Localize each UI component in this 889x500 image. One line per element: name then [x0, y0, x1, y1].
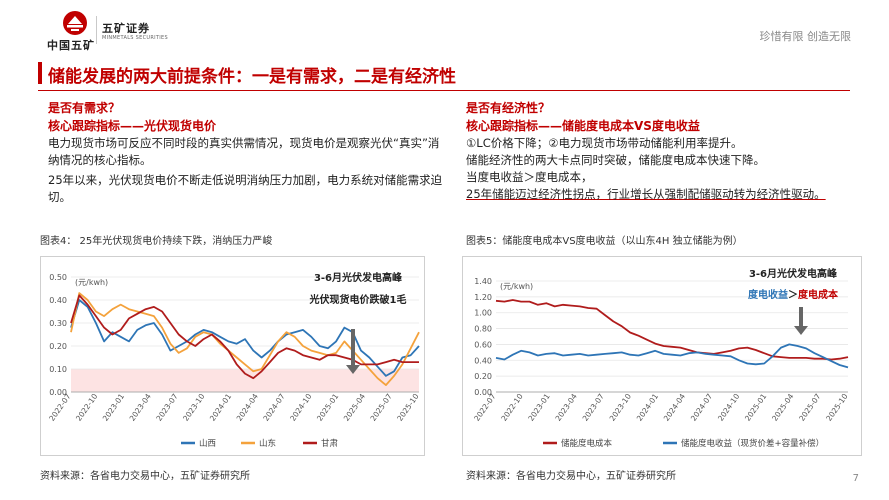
- left-indicator: 核心跟踪指标——光伏现货电价: [48, 119, 217, 133]
- title-accent-bar: [38, 62, 42, 84]
- left-paragraph-1: 电力现货市场可反应不同时段的真实供需情况，现货电价是观察光伏“真实”消纳情况的核…: [48, 136, 440, 167]
- x-tick-label: 2024-10: [288, 392, 313, 423]
- left-text-block: 是否有需求？ 核心跟踪指标——光伏现货电价 电力现货市场可反应不同时段的真实供需…: [48, 99, 448, 206]
- x-tick-label: 2025-04: [770, 392, 795, 423]
- annotation-peak: 3-6月光伏发电高峰: [749, 267, 838, 280]
- annotation-part: 度电成本: [798, 288, 839, 301]
- chart-4-frame: 0.00 0.10 0.20 0.30 0.40 0.50 (元/kwh) 2022-07 20…: [40, 256, 425, 456]
- x-tick-label: 2023-07: [581, 392, 606, 423]
- y-tick-label: 0.10: [49, 365, 67, 374]
- x-tick-label: 2024-04: [235, 392, 260, 423]
- x-tick-label: 2025-01: [315, 392, 340, 423]
- x-tick-label: 2023-10: [181, 392, 206, 423]
- series-line: [495, 343, 849, 369]
- unit-label: (元/kwh): [75, 278, 108, 287]
- y-tick-label: 0.00: [49, 388, 67, 397]
- x-tick-label: 2023-10: [608, 392, 633, 423]
- y-tick-label: 1.40: [474, 277, 492, 286]
- arrow-head: [346, 365, 360, 374]
- y-tick-label: 0.40: [49, 296, 67, 305]
- series-line: [70, 299, 420, 377]
- logo-text: 中国五矿: [47, 39, 95, 52]
- legend-label: 山东: [259, 438, 276, 449]
- brand-name-en: MINMETALS SECURITIES: [102, 35, 168, 41]
- legend-label: 储能度电成本: [561, 438, 613, 449]
- source-right: 资料来源：各省电力交易中心，五矿证券研究所: [466, 471, 676, 482]
- x-tick-label: 2024-01: [208, 392, 233, 423]
- right-line-4-highlight: 25年储能迈过经济性拐点，行业增长从强制配储驱动转为经济性驱动。: [466, 187, 826, 201]
- x-tick-label: 2025-01: [743, 392, 768, 423]
- minmetals-logo-icon: [63, 11, 87, 35]
- x-tick-label: 2023-07: [154, 392, 179, 423]
- x-tick-label: 2025-10: [824, 392, 849, 423]
- y-tick-label: 0.80: [474, 325, 492, 334]
- x-tick-label: 2025-04: [342, 392, 367, 423]
- x-tick-label: 2025-10: [395, 392, 420, 423]
- slide-header: 中国五矿 五矿证券 MINMETALS SECURITIES 珍惜有限 创造无限: [0, 0, 889, 60]
- y-tick-label: 0.20: [474, 372, 492, 381]
- arrow-head: [794, 326, 808, 335]
- chart-5-svg: 0.00 0.20 0.40 0.60 0.80 1.00 1.20 1.40 (元/kwh) 2…: [472, 267, 849, 449]
- chart-4-svg: 0.000.100.200.300.400.50(元/kwh)2022-07 20…: [47, 271, 420, 449]
- x-tick-label: 2024-07: [689, 392, 714, 423]
- x-tick-label: 2024-04: [662, 392, 687, 423]
- x-tick-label: 2022-10: [74, 392, 99, 423]
- x-tick-label: 2023-01: [101, 392, 126, 423]
- x-tick-label: 2025-07: [797, 392, 822, 423]
- slogan: 珍惜有限 创造无限: [759, 30, 852, 43]
- x-tick-label: 2025-07: [369, 392, 394, 423]
- legend-label: 山西: [199, 438, 216, 449]
- series-line: [70, 294, 419, 380]
- y-tick-label: 0.60: [474, 340, 492, 349]
- right-question: 是否有经济性？: [466, 101, 551, 115]
- annotation-revenue-vs-cost: 度电收益＞度电成本: [748, 288, 839, 301]
- page-title: 储能发展的两大前提条件：一是有需求，二是有经济性: [48, 67, 456, 87]
- unit-label: (元/kwh): [500, 282, 533, 291]
- chart-4-title: 图表4： 25年光伏现货电价持续下跌，消纳压力严峻: [40, 236, 273, 247]
- x-tick-label: 2022-10: [499, 392, 524, 423]
- right-line-1: ①LC价格下降；②电力现货市场带动储能利用率提升。: [466, 136, 743, 150]
- brand-name: 五矿证券: [102, 22, 150, 35]
- source-left: 资料来源：各省电力交易中心，五矿证券研究所: [40, 471, 250, 482]
- x-tick-label: 2023-04: [554, 392, 579, 423]
- legend-label: 储能度电收益（现货价差+容量补偿）: [681, 438, 824, 449]
- left-paragraph-2: 25年以来，光伏现货电价不断走低说明消纳压力加剧，电力系统对储能需求迫切。: [48, 173, 443, 204]
- x-tick-label: 2023-01: [526, 392, 551, 423]
- title-underline: [38, 90, 850, 91]
- x-tick-label: 2023-04: [128, 392, 153, 423]
- x-tick-label: 2024-10: [716, 392, 741, 423]
- right-indicator: 核心跟踪指标——储能度电成本VS度电收益: [466, 119, 700, 133]
- annotation-price: 光伏现货电价跌破1毛: [309, 293, 407, 306]
- right-text-block: 是否有经济性？ 核心跟踪指标——储能度电成本VS度电收益 ①LC价格下降；②电力…: [466, 99, 866, 203]
- y-tick-label: 1.20: [474, 293, 492, 302]
- right-line-2: 储能经济性的两大卡点同时突破，储能度电成本快速下降。: [466, 153, 765, 167]
- annotation-part: 度电收益: [748, 288, 788, 301]
- y-tick-label: 0.50: [49, 273, 67, 282]
- x-tick-label: 2024-01: [635, 392, 660, 423]
- logo-divider: [96, 16, 97, 44]
- series-line: [70, 292, 420, 387]
- y-tick-label: 0.40: [474, 356, 492, 365]
- annotation-part: ＞: [788, 289, 798, 301]
- y-tick-label: 0.00: [474, 388, 492, 397]
- left-question: 是否有需求？: [48, 101, 121, 115]
- x-tick-label: 2024-07: [261, 392, 286, 423]
- highlight-band: [71, 369, 419, 392]
- y-tick-label: 0.30: [49, 319, 67, 328]
- legend-label: 甘肃: [321, 438, 339, 449]
- y-tick-label: 1.00: [474, 309, 492, 318]
- series-line: [495, 299, 849, 361]
- chart-5-title: 图表5：储能度电成本VS度电收益（以山东4H 独立储能为例）: [466, 236, 743, 247]
- y-tick-label: 0.20: [49, 342, 67, 351]
- right-line-3: 当度电收益＞度电成本，: [466, 170, 593, 184]
- chart-5-frame: 0.00 0.20 0.40 0.60 0.80 1.00 1.20 1.40 (元/kwh) 2…: [462, 256, 862, 456]
- page-number: 7: [852, 473, 859, 484]
- annotation-peak: 3-6月光伏发电高峰: [314, 271, 403, 284]
